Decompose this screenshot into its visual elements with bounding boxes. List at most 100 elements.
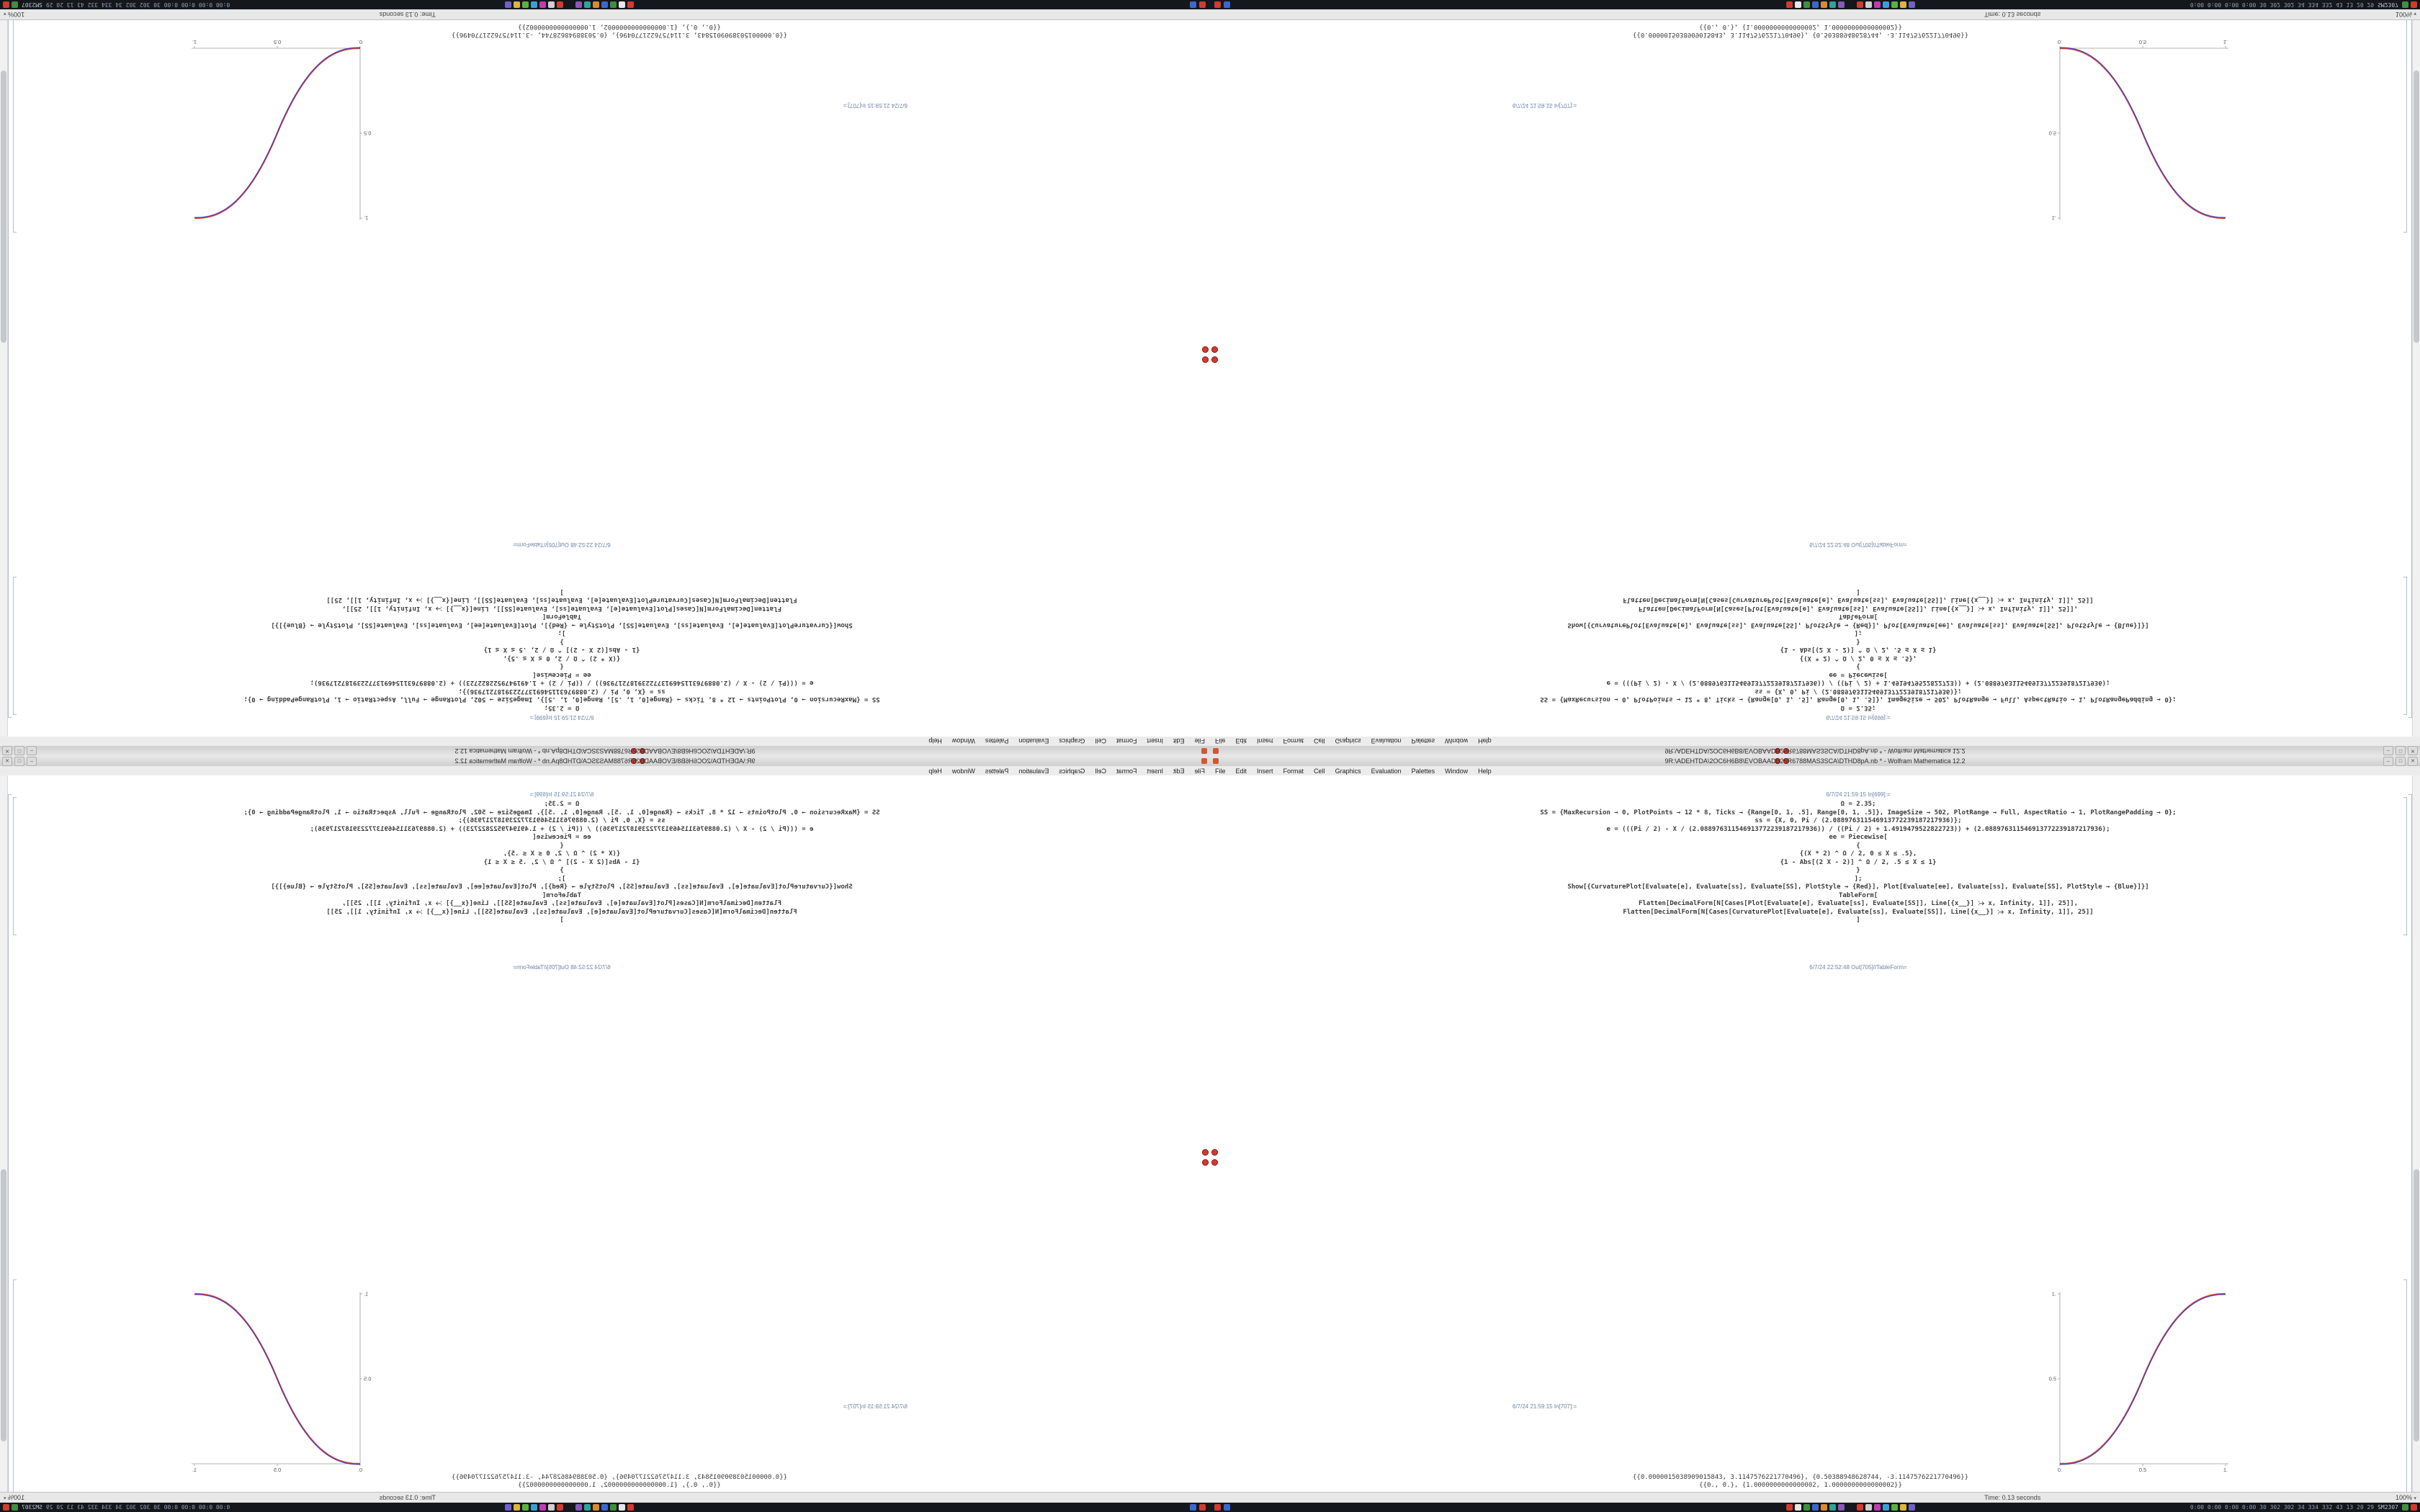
app-icon[interactable] [1838,1,1845,8]
menu-item[interactable]: Edit [1235,767,1247,775]
menu-item[interactable]: Palettes [985,767,1009,775]
app-icon[interactable] [12,1504,18,1511]
close-button[interactable]: ✕ [2,746,12,755]
cell-bracket-output[interactable] [2403,1279,2407,1497]
app-icon[interactable] [12,1,18,8]
close-icon[interactable] [3,1,9,8]
menu-item[interactable]: File [1194,767,1205,775]
launcher-icon[interactable] [1199,1,1206,8]
app-icon[interactable] [522,1,529,8]
scrollbar-thumb[interactable] [2414,1169,2419,1442]
scrollbar-thumb[interactable] [1,70,6,343]
app-icon[interactable] [1909,1,1915,8]
workspace-icon[interactable] [1190,1504,1196,1511]
app-icon[interactable] [1812,1504,1819,1511]
app-icon[interactable] [1865,1,1872,8]
close-icon[interactable] [1857,1504,1863,1511]
cell-bracket-output[interactable] [2403,15,2407,233]
menu-item[interactable]: Palettes [1411,737,1435,745]
window-titlebar[interactable]: 9R:\ADEHTDA\2OC6H6B8\EVOBAADB25R6788MAS3… [0,745,1210,756]
menu-item[interactable]: Help [928,767,942,775]
zoom-control[interactable]: 100% ▾ [2396,11,2416,18]
close-icon[interactable] [627,1504,634,1511]
app-icon[interactable] [1821,1,1827,8]
minimize-button[interactable]: – [27,746,37,755]
app-icon[interactable] [610,1,617,8]
input-cell[interactable]: Ω = 2.35; SS = {MaxRecursion → 0, PlotPoi… [79,801,1044,925]
close-icon[interactable] [627,1,634,8]
menu-item[interactable]: Cell [1095,737,1106,745]
window-titlebar[interactable]: 9R:\ADEHTDA\2OC6H6B8\EVOBAADB25R6788MAS3… [1210,756,2420,767]
app-icon[interactable] [1874,1,1881,8]
dock-record-icon[interactable] [1202,346,1209,353]
menu-item[interactable]: Window [951,767,975,775]
menu-item[interactable]: Help [1478,767,1492,775]
notebook-area[interactable]: 6/7/24 21:59:15 In[699]:= Ω = 2.35; SS = … [1210,775,2420,1498]
close-icon[interactable] [1786,1504,1793,1511]
notebook-area[interactable]: 6/7/24 21:59:15 In[699]:= Ω = 2.35; SS = … [1210,14,2420,737]
menu-item[interactable]: Cell [1314,767,1325,775]
app-icon[interactable] [1803,1,1810,8]
app-icon[interactable] [1838,1504,1845,1511]
app-icon[interactable] [531,1504,537,1511]
cell-bracket-group[interactable] [8,14,12,718]
menu-item[interactable]: Help [928,737,942,745]
dock-record-icon[interactable] [1211,1159,1218,1166]
menu-item[interactable]: Evaluation [1371,767,1402,775]
app-icon[interactable] [1812,1,1819,8]
notebook-area[interactable]: 6/7/24 21:59:15 In[699]:= Ω = 2.35; SS = … [0,14,1210,737]
cell-bracket-input[interactable] [2403,797,2407,935]
dock-record-icon[interactable] [1211,346,1218,353]
app-icon[interactable] [601,1504,608,1511]
notebook-scrollbar[interactable] [2412,20,2420,737]
app-icon[interactable] [1803,1504,1810,1511]
menu-item[interactable]: File [1215,767,1226,775]
app-icon[interactable] [1883,1,1889,8]
close-icon[interactable] [1857,1,1863,8]
close-button[interactable]: ✕ [2408,757,2418,766]
zoom-level[interactable]: 100% [2395,1494,2412,1501]
app-icon[interactable] [1891,1504,1898,1511]
app-icon[interactable] [548,1504,555,1511]
input-cell[interactable]: Ω = 2.35; SS = {MaxRecursion → 0, PlotPoi… [1376,801,2341,925]
menu-item[interactable]: Insert [1257,767,1273,775]
window-titlebar[interactable]: 9R:\ADEHTDA\2OC6H6B8\EVOBAADB25R6788MAS3… [1210,745,2420,756]
close-icon[interactable] [2411,1504,2417,1511]
dock-close-icon[interactable] [1202,1149,1209,1156]
menu-item[interactable]: Edit [1173,737,1185,745]
app-icon[interactable] [1821,1504,1827,1511]
menu-item[interactable]: Evaluation [1018,737,1049,745]
notebook-area[interactable]: 6/7/24 21:59:15 In[699]:= Ω = 2.35; SS = … [0,775,1210,1498]
app-icon[interactable] [1900,1,1906,8]
app-icon[interactable] [619,1,625,8]
app-icon[interactable] [2402,1,2408,8]
launcher-icon[interactable] [1199,1504,1206,1511]
app-icon[interactable] [1874,1504,1881,1511]
cell-bracket-input[interactable] [13,577,17,715]
minimize-button[interactable]: – [27,757,37,766]
cell-bracket-input[interactable] [13,797,17,935]
notebook-scrollbar[interactable] [2412,775,2420,1492]
menu-item[interactable]: Edit [1173,767,1185,775]
menu-item[interactable]: Edit [1235,737,1247,745]
dock-record-icon[interactable] [1202,1159,1209,1166]
app-icon[interactable] [514,1504,520,1511]
menu-item[interactable]: Window [1445,767,1469,775]
app-icon[interactable] [1829,1504,1836,1511]
close-icon[interactable] [557,1504,563,1511]
close-icon[interactable] [1786,1,1793,8]
app-icon[interactable] [1883,1504,1889,1511]
close-icon[interactable] [3,1504,9,1511]
menu-item[interactable]: Cell [1095,767,1106,775]
workspace-icon[interactable] [1190,1,1196,8]
menu-item[interactable]: Insert [1257,737,1273,745]
close-icon[interactable] [557,1,563,8]
app-icon[interactable] [584,1504,591,1511]
zoom-control[interactable]: 100% ▾ [4,11,24,18]
app-icon[interactable] [531,1,537,8]
menu-item[interactable]: Graphics [1059,767,1085,775]
zoom-control[interactable]: 100% ▾ [2396,1494,2416,1501]
app-icon[interactable] [522,1504,529,1511]
menu-item[interactable]: Evaluation [1018,767,1049,775]
menu-item[interactable]: Cell [1314,737,1325,745]
